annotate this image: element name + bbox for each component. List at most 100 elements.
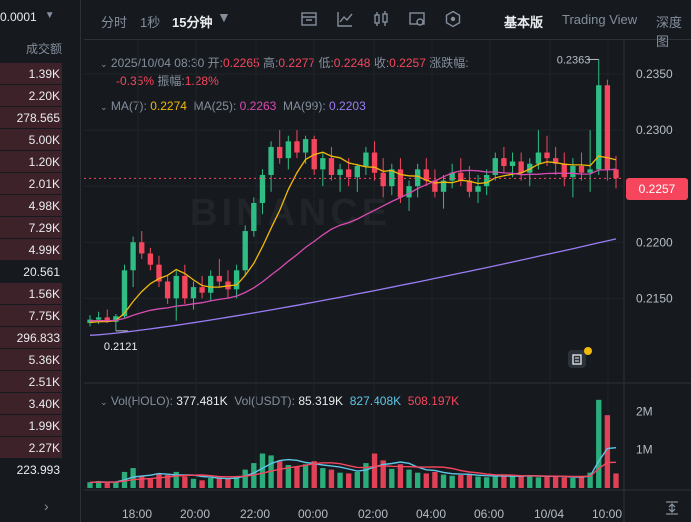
order-book-row[interactable]: 5.36K <box>0 349 62 370</box>
ma25-value: 0.2263 <box>239 99 277 113</box>
time-tick-label: 00:00 <box>298 507 328 521</box>
order-book-row[interactable]: 1.99K <box>0 415 62 436</box>
volume-bar <box>294 466 300 488</box>
order-book-volume: 3.40K <box>28 396 60 411</box>
order-book-volume: 4.98K <box>28 198 60 213</box>
volume-bar <box>458 474 464 488</box>
order-book-row[interactable]: 3.40K <box>0 393 62 414</box>
candle-body <box>578 165 585 173</box>
view-tab-depth[interactable]: 深度图 <box>656 15 683 49</box>
time-tick-label: 04:00 <box>416 507 446 521</box>
order-book-panel: 0.0001 ▼ 成交额 1.39K 2.20K 278.565 5.00K 1.20K… <box>0 0 78 522</box>
volume-bar <box>328 469 335 488</box>
vol-ma2-value: 508.197K <box>407 394 460 408</box>
candle-body <box>242 231 248 271</box>
order-book-volume: 5.36K <box>28 352 60 367</box>
volume-bar <box>354 471 360 488</box>
price-precision-select[interactable]: 0.0001 ▼ <box>0 10 55 24</box>
order-book-volume: 7.29K <box>28 220 60 235</box>
high-marker-label: 0.2363 <box>557 54 591 66</box>
time-tick-label: 22:00 <box>240 507 270 521</box>
candlestick-icon[interactable] <box>372 10 390 28</box>
interval-dropdown-icon[interactable]: ▼ <box>217 9 231 25</box>
collapse-chevron-icon[interactable]: ⌄ <box>100 397 108 407</box>
fit-screen-icon[interactable] <box>664 500 680 516</box>
volume-bar <box>363 463 369 488</box>
volume-bar <box>570 478 576 488</box>
order-book-row[interactable]: 2.51K <box>0 371 62 392</box>
candle-body <box>337 169 343 175</box>
order-book-volume: 2.51K <box>28 374 60 389</box>
candle-body <box>466 180 473 192</box>
candle-body <box>527 163 533 173</box>
candle-body <box>182 275 188 299</box>
candle-body <box>432 180 438 192</box>
candle-body <box>259 174 266 203</box>
volume-bar <box>199 480 205 488</box>
order-book-row[interactable]: 1.39K <box>0 63 62 84</box>
order-book-row[interactable]: 1.56K <box>0 283 62 304</box>
settings-hexagon-icon[interactable] <box>444 10 462 28</box>
candle-body <box>604 85 611 170</box>
volume-bar <box>380 460 386 488</box>
order-book-row[interactable]: 2.20K <box>0 85 62 106</box>
interval-tab-1s[interactable]: 1秒 <box>140 15 161 30</box>
order-book-row[interactable]: 223.993 <box>0 459 62 480</box>
order-book-volume: 1.56K <box>28 286 60 301</box>
chart-settings-icon[interactable] <box>408 10 426 28</box>
order-book-volume: 2.27K <box>28 440 60 455</box>
order-book-volume: 1.39K <box>28 66 60 81</box>
order-book-row[interactable]: 5.00K <box>0 129 62 150</box>
ohlc-info-line1: ⌄ 2025/10/04 08:30 开:0.2265 高:0.2277 低:0… <box>100 56 469 70</box>
candle-body <box>518 161 524 173</box>
candle-body <box>302 139 309 153</box>
candle-body <box>509 161 516 166</box>
volume-bar <box>527 475 533 488</box>
ma25-line <box>89 168 617 322</box>
order-book-row[interactable]: 296.833 <box>0 327 62 348</box>
candle-body <box>121 270 128 317</box>
candle-body <box>406 186 412 198</box>
volume-bar <box>501 474 507 488</box>
candle-body <box>475 186 481 192</box>
order-book-row[interactable]: 1.20K <box>0 151 62 172</box>
chevron-down-icon: ▼ <box>44 10 55 21</box>
order-book-row[interactable]: 4.98K <box>0 195 62 216</box>
candle-body <box>147 253 154 265</box>
order-book-row[interactable]: 20.561 <box>0 261 62 282</box>
volume-bar <box>518 476 524 488</box>
volume-bar <box>130 468 136 488</box>
volume-bar <box>182 476 188 488</box>
order-book-row[interactable]: 2.27K <box>0 437 62 458</box>
order-book-row[interactable]: 7.29K <box>0 217 62 238</box>
open-value: 0.2265 <box>223 56 260 70</box>
ohlc-info-line2: -0.35% 振幅:1.28% <box>116 74 219 88</box>
order-book-row[interactable]: 2.01K <box>0 173 62 194</box>
order-book-row[interactable]: 278.565 <box>0 107 62 128</box>
interval-tab-timeline[interactable]: 分时 <box>101 15 128 30</box>
change-value: -0.35% <box>116 74 155 88</box>
price-tick-label: 0.2300 <box>636 123 673 137</box>
candle-body <box>95 317 102 320</box>
low-value: 0.2248 <box>333 56 371 70</box>
indicator-icon[interactable] <box>300 10 318 28</box>
collapse-chevron-icon[interactable]: ⌄ <box>100 59 108 69</box>
line-chart-icon[interactable] <box>336 10 354 28</box>
order-book-row[interactable]: 7.75K <box>0 305 62 326</box>
interval-tab-15m[interactable]: 15分钟 <box>172 15 213 30</box>
order-book-row[interactable]: 4.99K <box>0 239 62 260</box>
chart-toolbar: 分时 1秒 15分钟 ▼ 基本版 Trading View 深度图 <box>84 0 691 49</box>
vol-ma1-value: 827.408K <box>349 394 402 408</box>
candle-body <box>380 172 386 187</box>
view-tab-basic[interactable]: 基本版 <box>504 15 544 30</box>
chevron-right-icon[interactable]: › <box>44 498 49 514</box>
close-value: 0.2257 <box>389 56 426 70</box>
notes-icon[interactable] <box>566 346 594 370</box>
volume-bar <box>613 473 619 488</box>
kline-chart[interactable]: 0.23500.23000.22500.22000.215018:0020:00… <box>84 40 691 522</box>
volume-ma-line-2 <box>89 461 617 483</box>
candle-body <box>251 203 257 232</box>
view-tab-tradingview[interactable]: Trading View <box>562 12 638 27</box>
collapse-chevron-icon[interactable]: ⌄ <box>100 102 108 112</box>
order-book-volume: 223.993 <box>16 462 60 477</box>
